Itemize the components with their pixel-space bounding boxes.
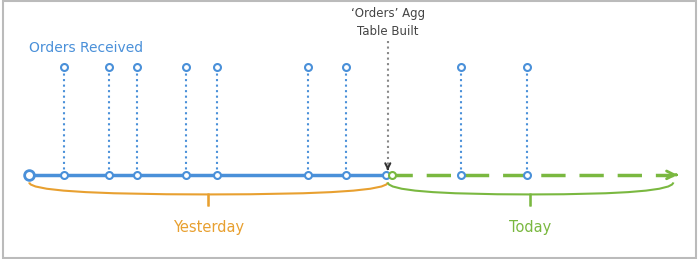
Text: Orders Received: Orders Received [29, 41, 143, 55]
Text: Today: Today [510, 220, 552, 235]
Text: ‘Orders’ Agg
Table Built: ‘Orders’ Agg Table Built [351, 7, 425, 38]
Text: Yesterday: Yesterday [173, 220, 244, 235]
